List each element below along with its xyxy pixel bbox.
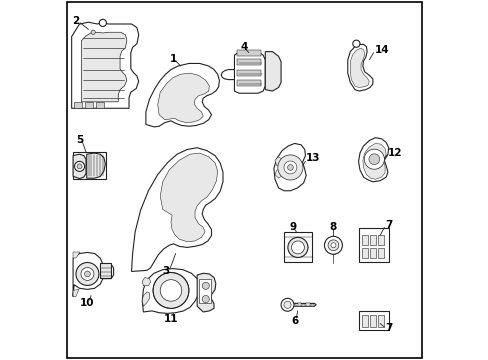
Polygon shape (131, 148, 223, 271)
Polygon shape (73, 154, 86, 179)
Bar (198, 279, 211, 303)
Circle shape (287, 165, 293, 170)
Bar (359, 228, 388, 262)
Polygon shape (81, 32, 126, 102)
Text: 2: 2 (72, 17, 80, 27)
Polygon shape (72, 22, 139, 108)
Polygon shape (349, 48, 368, 87)
Text: 6: 6 (290, 316, 298, 325)
Circle shape (277, 155, 303, 180)
Bar (362, 248, 367, 258)
Bar (292, 305, 296, 306)
Text: 11: 11 (163, 314, 178, 324)
Polygon shape (274, 157, 282, 166)
Circle shape (74, 161, 84, 171)
Circle shape (76, 262, 99, 285)
Circle shape (153, 273, 188, 309)
Bar (310, 305, 314, 306)
Text: 7: 7 (385, 220, 392, 230)
Text: 5: 5 (76, 135, 83, 145)
Polygon shape (197, 273, 215, 312)
Polygon shape (86, 153, 105, 178)
Circle shape (160, 280, 182, 301)
Polygon shape (234, 51, 265, 93)
Bar (301, 305, 305, 306)
Bar (237, 50, 260, 56)
Polygon shape (362, 143, 386, 179)
Circle shape (287, 237, 307, 257)
Bar (237, 69, 260, 76)
Polygon shape (158, 73, 209, 123)
Polygon shape (73, 252, 80, 258)
Circle shape (364, 149, 384, 169)
Polygon shape (287, 303, 316, 306)
Circle shape (368, 154, 379, 165)
Bar (85, 102, 93, 108)
Bar (377, 248, 383, 258)
Polygon shape (142, 278, 150, 286)
Bar (369, 315, 375, 327)
Circle shape (202, 282, 209, 289)
Circle shape (284, 161, 296, 174)
Bar (284, 232, 311, 262)
Polygon shape (221, 69, 234, 80)
Polygon shape (273, 143, 305, 191)
Polygon shape (265, 51, 281, 91)
Polygon shape (142, 269, 199, 314)
Circle shape (327, 240, 338, 251)
Text: 3: 3 (163, 266, 170, 276)
Bar (305, 303, 309, 306)
Circle shape (84, 271, 90, 277)
Text: 12: 12 (387, 148, 402, 158)
Circle shape (284, 301, 290, 309)
Circle shape (91, 30, 95, 35)
Bar (237, 59, 260, 65)
Bar (369, 234, 375, 244)
Circle shape (330, 243, 335, 248)
Text: 4: 4 (240, 42, 247, 52)
Polygon shape (358, 138, 388, 182)
Bar (362, 315, 367, 327)
Bar (74, 102, 82, 108)
Text: 1: 1 (169, 54, 177, 64)
Polygon shape (142, 292, 149, 306)
Circle shape (81, 267, 94, 280)
Circle shape (352, 40, 359, 47)
Polygon shape (73, 289, 79, 297)
Bar (100, 263, 111, 278)
Circle shape (202, 296, 209, 303)
Text: 9: 9 (289, 222, 296, 232)
Circle shape (99, 19, 106, 27)
Polygon shape (274, 170, 282, 178)
Text: 8: 8 (329, 222, 336, 231)
Bar (377, 315, 383, 327)
Bar (362, 234, 367, 244)
Circle shape (291, 241, 304, 254)
Bar (73, 152, 106, 179)
Text: 7: 7 (385, 323, 392, 333)
Bar (96, 102, 103, 108)
Polygon shape (160, 153, 217, 242)
Circle shape (281, 298, 293, 311)
Polygon shape (347, 44, 372, 91)
Text: 10: 10 (79, 298, 94, 308)
Circle shape (324, 236, 342, 254)
Text: 14: 14 (373, 45, 388, 55)
Text: 13: 13 (305, 153, 320, 163)
Bar (297, 303, 301, 306)
Bar (237, 80, 260, 86)
Bar (377, 234, 383, 244)
Bar (359, 311, 388, 330)
Polygon shape (73, 252, 113, 297)
Bar (369, 248, 375, 258)
Circle shape (77, 164, 82, 169)
Polygon shape (145, 63, 219, 127)
